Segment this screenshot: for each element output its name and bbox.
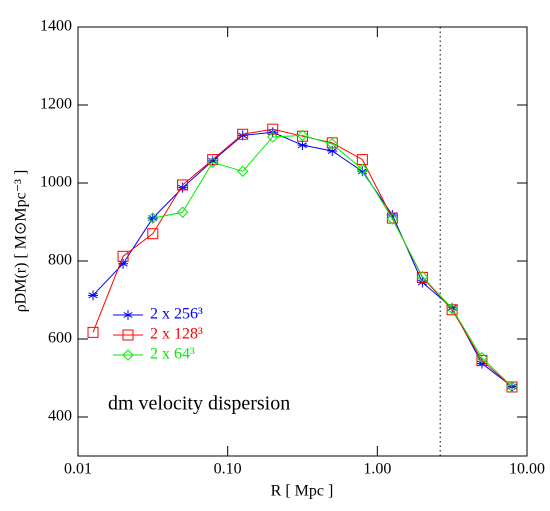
marker [476, 354, 488, 366]
marker [386, 213, 399, 225]
x-tick-label: 0.01 [64, 461, 92, 478]
marker [87, 326, 99, 338]
marker [386, 212, 398, 224]
marker [356, 163, 369, 176]
legend-marker [122, 349, 134, 361]
x-tick-label: 10.00 [509, 461, 545, 478]
plot-frame [77, 26, 528, 457]
marker [326, 138, 338, 150]
marker [267, 123, 279, 135]
annotation: dm velocity dispersion [108, 393, 290, 415]
marker [476, 352, 488, 364]
marker [506, 380, 518, 393]
legend-marker [123, 310, 133, 320]
marker [416, 270, 429, 283]
marker [147, 228, 159, 240]
y-tick-label: 600 [48, 330, 72, 347]
marker [357, 166, 368, 177]
marker [147, 212, 159, 224]
marker [296, 130, 308, 142]
marker [297, 140, 308, 151]
marker [446, 302, 458, 315]
marker [176, 206, 189, 218]
marker [416, 271, 428, 283]
y-tick-label: 800 [48, 252, 72, 269]
marker [237, 128, 249, 140]
marker [207, 154, 219, 166]
marker [327, 146, 338, 157]
y-axis-label: ρDM(r) [ M⊙Mpc⁻³ ] [13, 170, 30, 313]
legend-label: 2 x 256³ [150, 306, 203, 323]
marker [88, 290, 99, 301]
marker [267, 131, 279, 143]
x-tick-label: 1.00 [363, 461, 391, 478]
legend-label: 2 x 64³ [150, 346, 195, 363]
legend-marker [122, 329, 134, 341]
marker [387, 209, 398, 220]
marker [147, 213, 158, 224]
y-tick-label: 1000 [40, 174, 72, 191]
x-axis-label: R [ Mpc ] [271, 483, 334, 500]
marker [177, 179, 189, 191]
marker [117, 250, 129, 262]
marker [177, 182, 188, 193]
legend-label: 2 x 128³ [150, 326, 203, 343]
marker [296, 129, 309, 142]
marker [476, 358, 487, 369]
marker [237, 130, 248, 141]
series-line [92, 128, 513, 388]
y-tick-label: 1400 [40, 18, 72, 35]
marker [446, 304, 458, 316]
marker [207, 155, 218, 166]
marker [118, 258, 129, 269]
y-tick-label: 1200 [40, 96, 72, 113]
x-tick-label: 0.10 [214, 461, 242, 478]
marker [447, 302, 458, 313]
series-line [152, 134, 513, 387]
y-tick-label: 400 [48, 408, 72, 425]
marker [236, 165, 249, 178]
marker [206, 156, 219, 169]
